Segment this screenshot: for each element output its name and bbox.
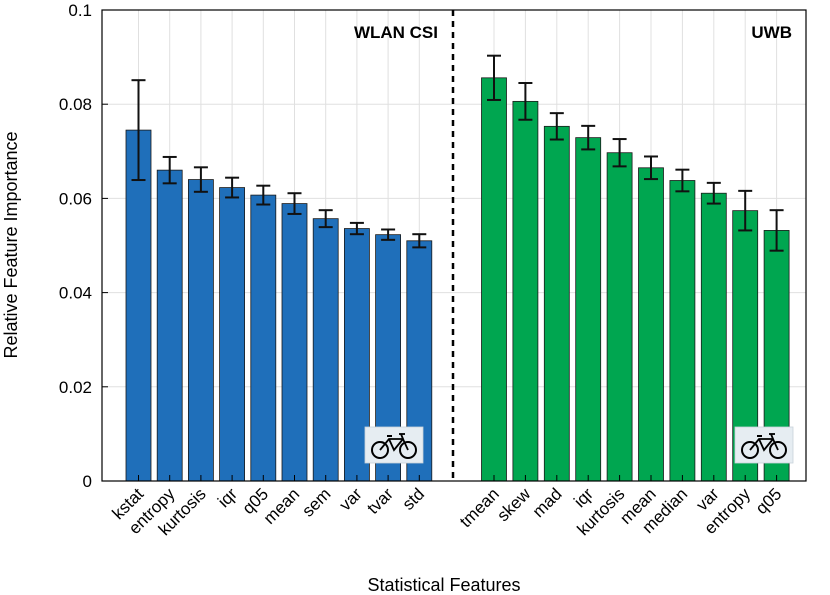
- x-tick-label: iqr: [214, 484, 241, 511]
- bar-1-tmean: [481, 77, 507, 482]
- bar-1-var: [700, 192, 727, 482]
- bar-0-kstat: [125, 129, 152, 482]
- x-tick-label: tvar: [363, 484, 397, 518]
- error-bars-layer: [131, 54, 784, 252]
- bar-1-skew: [512, 100, 539, 482]
- bar-1-median: [669, 180, 696, 482]
- y-axis-title: Relative Feature Importance: [1, 131, 21, 358]
- x-tick-label: tmean: [456, 484, 503, 531]
- y-tick-label: 0.06: [59, 189, 92, 208]
- bicycle-icon: [364, 426, 424, 464]
- bar-0-entropy: [156, 169, 183, 482]
- y-axis-ticks: 0 0.02 0.04 0.06 0.08 0.1: [59, 1, 108, 491]
- y-tick-label: 0: [83, 472, 92, 491]
- y-tick-label: 0.08: [59, 95, 92, 114]
- panel-label-uwb: UWB: [751, 23, 792, 42]
- x-tick-label: skew: [493, 484, 534, 525]
- x-tick-label: mad: [529, 484, 566, 521]
- bar-1-mad: [543, 125, 570, 482]
- x-tick-label: var: [336, 484, 366, 514]
- bar-1-mean: [638, 167, 664, 482]
- y-tick-label: 0.02: [59, 378, 92, 397]
- bar-0-q05: [250, 194, 277, 482]
- y-tick-label: 0.1: [68, 1, 92, 20]
- bar-0-sem: [312, 218, 339, 482]
- y-tick-label: 0.04: [59, 284, 92, 303]
- x-tick-label: mean: [260, 484, 304, 528]
- x-tick-label: q05: [752, 484, 785, 517]
- x-tick-label: std: [399, 484, 428, 513]
- panel-label-wlan: WLAN CSI: [354, 23, 438, 42]
- bar-0-iqr: [219, 187, 246, 482]
- bars-layer: [125, 77, 790, 482]
- bicycle-icon: [734, 426, 794, 464]
- plot-frame: [101, 9, 807, 482]
- x-tick-label: sem: [298, 484, 334, 520]
- x-axis-title: Statistical Features: [367, 575, 520, 595]
- bar-1-iqr: [575, 137, 602, 482]
- bar-1-kurtosis: [606, 152, 633, 482]
- bar-0-kurtosis: [187, 179, 214, 482]
- bar-0-mean: [281, 203, 308, 482]
